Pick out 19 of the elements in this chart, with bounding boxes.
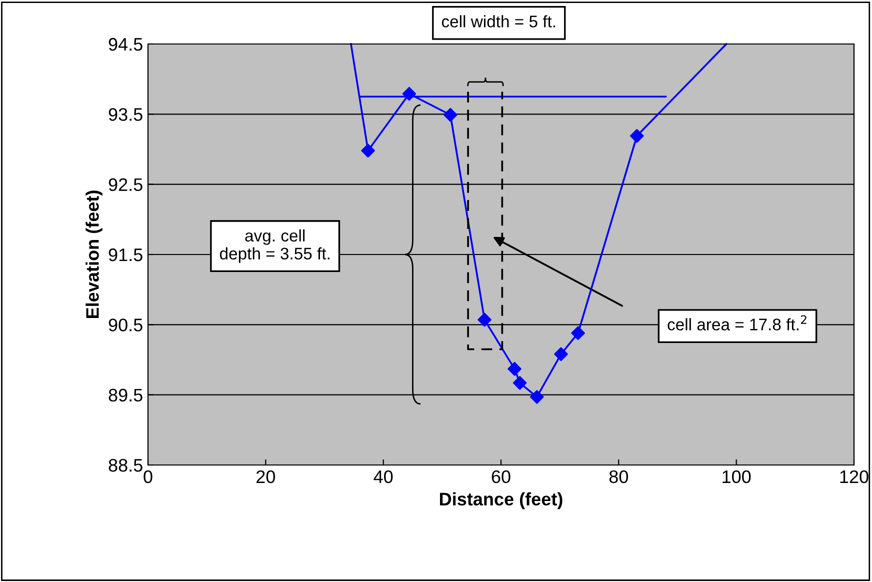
annotation: cell area = 17.8 ft.$^{2}$ — [668, 315, 806, 330]
y-tick-label: 88.5 — [108, 458, 142, 472]
y-tick-label: 93.5 — [108, 108, 142, 121]
y-tick-label: 90.5 — [108, 318, 142, 332]
x-tick-label: 20 — [256, 470, 276, 484]
y-tick-label: 94.5 — [108, 38, 142, 51]
x-axis-title: Distance (feet) — [440, 492, 562, 510]
x-tick-label: 80 — [609, 470, 628, 484]
y-tick-label: 92.5 — [108, 178, 142, 192]
y-tick-label: 89.5 — [108, 388, 142, 402]
x-tick-label: 0 — [144, 470, 152, 484]
x-tick-label: 60 — [492, 470, 510, 484]
y-axis-title: Elevation (feet) — [86, 190, 102, 318]
x-tick-label: 40 — [374, 470, 393, 484]
text: cell width = 5 ft. — [442, 15, 556, 28]
x-tick-label: 100 — [722, 470, 751, 484]
y-tick-label: 91.5 — [108, 248, 142, 262]
x-tick-label: 120 — [840, 470, 868, 484]
annotation: avg. cell depth = 3.55 ft. — [220, 229, 330, 263]
